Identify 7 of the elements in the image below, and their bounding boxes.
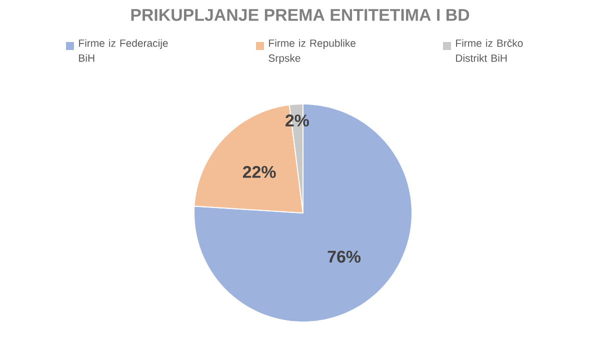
data-label: 2%: [286, 114, 309, 126]
chart-title: PRIKUPLJANJE PREMA ENTITETIMA I BD: [131, 9, 470, 21]
legend-label: Firme iz Federacije BiH: [79, 39, 168, 62]
data-label: 22%: [242, 166, 276, 178]
legend-label: Firme iz Republike Srpske: [268, 39, 356, 64]
legend-label: Firme iz Brčko Distrikt BiH: [456, 39, 523, 62]
data-label: 76%: [328, 250, 361, 263]
